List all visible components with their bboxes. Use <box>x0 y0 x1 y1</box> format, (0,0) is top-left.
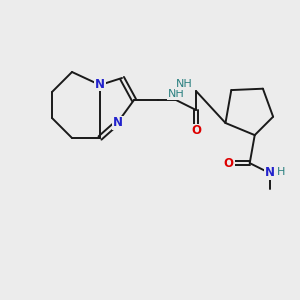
Text: H: H <box>277 167 285 177</box>
Text: NH: NH <box>168 89 184 99</box>
Text: N: N <box>113 116 123 130</box>
Text: O: O <box>224 157 234 169</box>
Text: NH: NH <box>176 79 192 89</box>
Text: N: N <box>95 77 105 91</box>
Text: O: O <box>191 124 201 137</box>
Text: N: N <box>265 166 275 178</box>
